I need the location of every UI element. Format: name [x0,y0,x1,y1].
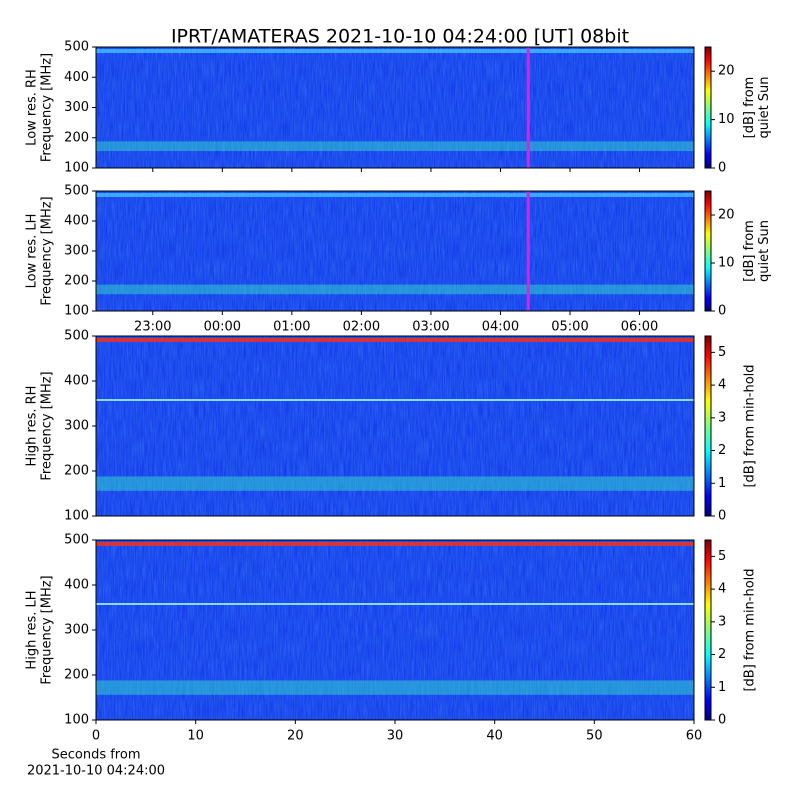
colorbar-tick-label: 0 [718,161,726,176]
colorbar-tick-label: 5 [718,549,726,564]
colorbar-label: [dB] from [742,77,757,139]
x-tick-label: 00:00 [204,320,241,335]
y-axis-label: Frequency [MHz] [40,196,55,305]
y-axis-label: High res. RH [25,386,40,467]
x-tick-label: 60 [686,729,703,744]
y-tick-label: 200 [64,274,89,289]
colorbar-tick-label: 1 [718,680,726,695]
y-tick-label: 100 [64,713,89,728]
y-tick-label: 500 [64,533,89,548]
colorbar-tick-label: 3 [718,614,726,629]
x-tick-label: 02:00 [343,320,380,335]
spectrogram-band [96,193,694,197]
y-tick-label: 500 [64,329,89,344]
spectrogram-band [96,338,694,342]
y-axis-label: High res. LH [25,590,40,669]
x-tick-label: 50 [586,729,603,744]
spectrogram-band [96,603,694,605]
colorbar-label: [dB] from [742,220,757,282]
x-tick-label: 0 [92,729,100,744]
colorbar-label: quiet Sun [757,220,772,282]
y-tick-label: 400 [64,70,89,85]
y-axis-label: Frequency [MHz] [40,575,55,684]
x-tick-label: 04:00 [482,320,519,335]
y-tick-label: 200 [64,464,89,479]
y-tick-label: 200 [64,130,89,145]
colorbar-tick-label: 10 [718,112,735,127]
colorbar-tick-label: 0 [718,304,726,319]
colorbar-tick-label: 5 [718,345,726,360]
x-tick-label: 30 [387,729,404,744]
colorbar-label: quiet Sun [757,76,772,138]
colorbar-tick-label: 10 [718,256,735,271]
spectrogram-band [96,141,694,152]
y-tick-label: 300 [64,244,89,259]
y-tick-label: 400 [64,578,89,593]
spectrogram-band [96,284,694,295]
y-tick-label: 400 [64,374,89,389]
colorbar-tick-label: 4 [718,378,726,393]
y-tick-label: 400 [64,214,89,229]
spectrogram-band [96,49,694,53]
colorbar-tick-label: 3 [718,410,726,425]
chart-title: IPRT/AMATERAS 2021-10-10 04:24:00 [UT] 0… [171,26,629,48]
colorbar-tick-label: 2 [718,647,726,662]
colorbar-label: [dB] from min-hold [743,364,758,487]
colorbar-tick-label: 4 [718,582,726,597]
colorbar-tick-label: 0 [718,713,726,728]
x-tick-label: 20 [287,729,304,744]
colorbar-tick-label: 2 [718,443,726,458]
x-tick-label: 23:00 [134,320,171,335]
colorbar-tick-label: 0 [718,509,726,524]
colorbar [704,335,712,517]
y-axis-label: Frequency [MHz] [40,53,55,162]
y-axis-label: Frequency [MHz] [40,371,55,480]
spectrogram-band [96,680,694,695]
y-tick-label: 500 [64,184,89,199]
colorbar-label: [dB] from min-hold [743,568,758,691]
colorbar [704,190,712,312]
y-tick-label: 100 [64,161,89,176]
colorbar-tick-label: 20 [718,208,735,223]
x-tick-label: 05:00 [551,320,588,335]
y-tick-label: 300 [64,419,89,434]
spectrogram-band [96,542,694,546]
colorbar [704,46,712,169]
x-tick-label: 40 [486,729,503,744]
y-tick-label: 500 [64,40,89,55]
x-axis-label: Seconds from [51,748,140,763]
colorbar-tick-label: 20 [718,64,735,79]
colorbar-tick-label: 1 [718,476,726,491]
spectrogram-band [96,476,694,491]
y-tick-label: 200 [64,668,89,683]
spectrogram-band [96,399,694,401]
y-tick-label: 300 [64,623,89,638]
y-tick-label: 100 [64,304,89,319]
x-tick-label: 01:00 [273,320,310,335]
y-axis-label: Low res. LH [25,214,40,289]
y-tick-label: 100 [64,509,89,524]
y-tick-label: 300 [64,100,89,115]
x-tick-label: 10 [187,729,204,744]
y-axis-label: Low res. RH [25,69,40,146]
x-axis-label: 2021-10-10 04:24:00 [27,764,165,779]
x-tick-label: 06:00 [621,320,658,335]
colorbar [704,539,712,721]
x-tick-label: 03:00 [412,320,449,335]
